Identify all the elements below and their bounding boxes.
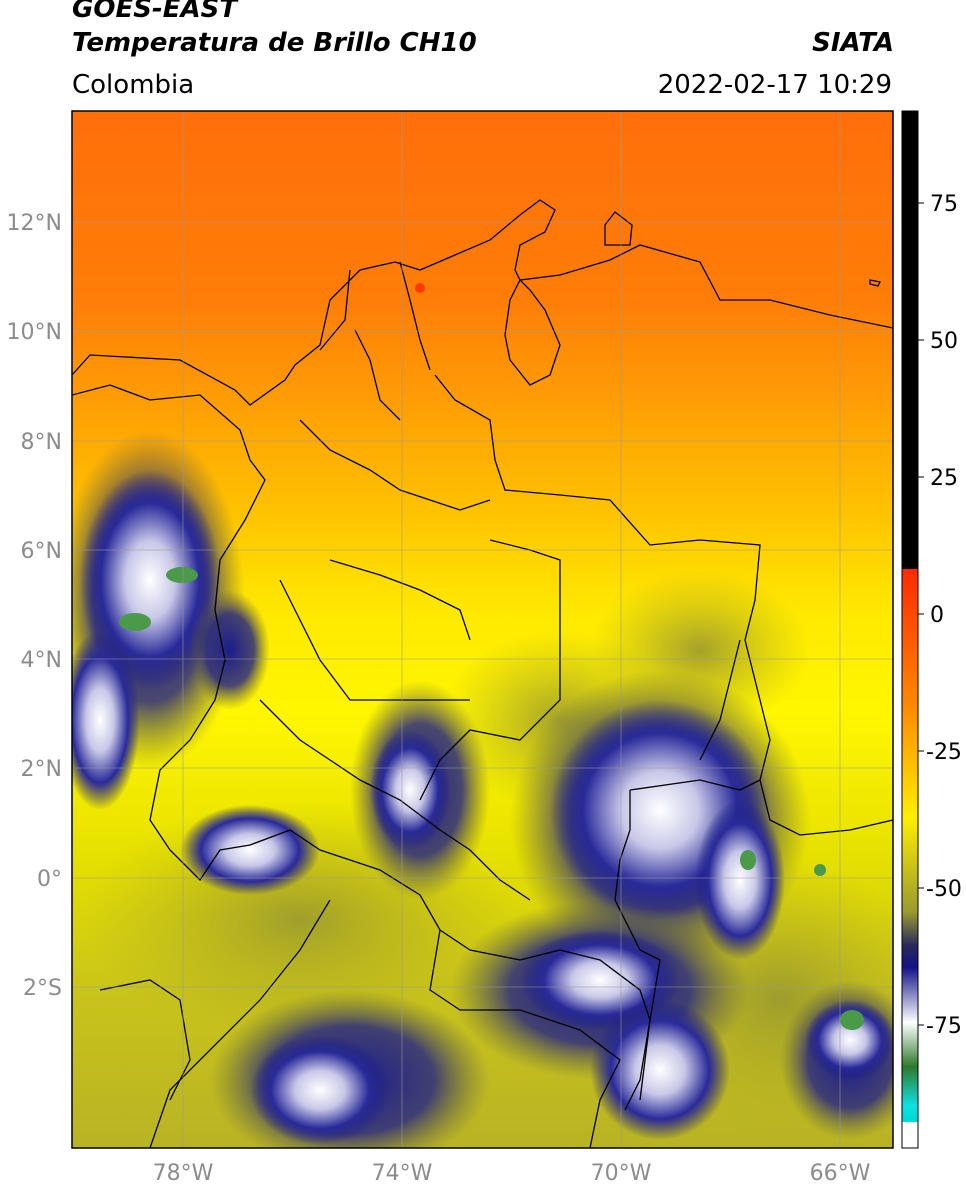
lat-label: 2°N bbox=[21, 757, 62, 782]
region-label: Colombia bbox=[72, 70, 195, 100]
colorbar-tick: 75 bbox=[930, 192, 958, 217]
satellite-imagery bbox=[72, 111, 893, 1148]
graticule bbox=[72, 111, 893, 1148]
colorbar-tick: -50 bbox=[926, 877, 962, 902]
lon-label: 70°W bbox=[591, 1161, 652, 1186]
colorbar-tick: 0 bbox=[930, 603, 944, 628]
lat-label: 12°N bbox=[7, 211, 62, 236]
borders bbox=[72, 199, 893, 1148]
colorbar-tick: 25 bbox=[930, 466, 958, 491]
lat-label: 0° bbox=[37, 867, 62, 892]
lat-label: 6°N bbox=[21, 539, 62, 564]
lon-label: 74°W bbox=[372, 1161, 433, 1186]
lat-label: 10°N bbox=[7, 320, 62, 345]
lat-label: 2°S bbox=[23, 976, 62, 1001]
lon-label: 66°W bbox=[810, 1161, 871, 1186]
lat-label: 8°N bbox=[21, 430, 62, 455]
colorbar-tick: -75 bbox=[926, 1014, 962, 1039]
satellite-title: GOES-EAST bbox=[72, 0, 238, 24]
colorbar-tick: -25 bbox=[926, 740, 962, 765]
colorbar: 75 50 25 0 -25 -50 -75 bbox=[901, 110, 962, 1149]
datetime-label: 2022-02-17 10:29 bbox=[657, 70, 892, 100]
colorbar-tick: 50 bbox=[930, 329, 958, 354]
source-label: SIATA bbox=[812, 28, 894, 58]
product-title: Temperatura de Brillo CH10 bbox=[72, 28, 477, 58]
map-frame bbox=[71, 110, 894, 1149]
lat-label: 4°N bbox=[21, 648, 62, 673]
lon-label: 78°W bbox=[153, 1161, 214, 1186]
